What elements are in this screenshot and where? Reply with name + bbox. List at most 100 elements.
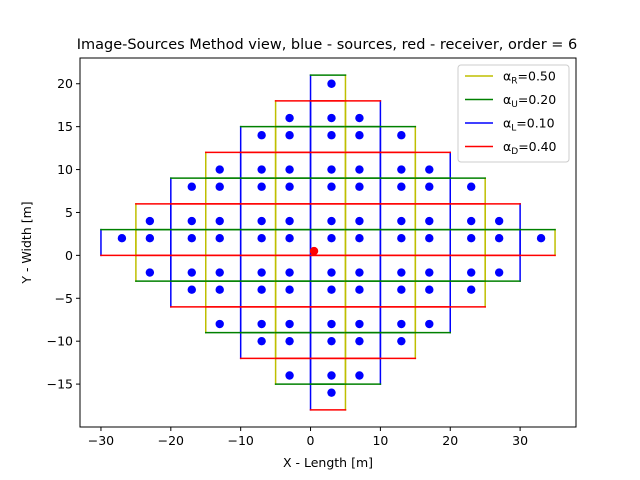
image-source-point <box>467 182 476 191</box>
chart-title: Image-Sources Method view, blue - source… <box>77 37 578 53</box>
x-axis-ticks: −30 −20 −10 0 10 20 30 <box>88 427 528 448</box>
image-source-point <box>215 319 224 329</box>
image-source-point <box>327 113 336 123</box>
y-tick-label: 20 <box>57 76 73 91</box>
x-tick-label: −30 <box>88 433 114 448</box>
image-source-point <box>145 268 155 277</box>
image-source-point <box>425 165 434 174</box>
image-source-point <box>397 268 406 277</box>
image-source-point <box>187 182 196 191</box>
legend-entry-label: αD=0.40 <box>503 139 557 157</box>
y-tick-label: −10 <box>47 334 73 349</box>
image-source-point <box>285 113 294 123</box>
plot-area-frame <box>79 57 577 428</box>
image-source-point <box>397 165 406 174</box>
image-source-point <box>327 268 336 277</box>
image-source-point <box>397 182 406 191</box>
image-source-point <box>187 268 196 277</box>
image-source-point <box>285 268 294 277</box>
image-source-point <box>425 216 434 226</box>
image-source-point <box>215 285 224 294</box>
image-source-point <box>257 336 266 346</box>
image-source-point <box>327 319 336 329</box>
image-source-point <box>397 234 406 243</box>
y-tick-label: 10 <box>57 162 73 177</box>
image-source-point <box>285 285 294 294</box>
image-source-point <box>355 285 364 294</box>
image-source-point <box>257 319 266 329</box>
y-axis-ticks: −15 −10 −5 0 5 10 15 20 <box>47 76 80 392</box>
image-source-point <box>187 216 196 226</box>
x-tick-label: 10 <box>372 433 388 448</box>
image-source-point <box>257 165 266 174</box>
legend-box <box>457 64 570 163</box>
y-tick-label: 15 <box>57 119 73 134</box>
image-source-point <box>355 216 364 226</box>
y-tick-label: −5 <box>55 291 73 306</box>
image-source-point <box>257 182 266 191</box>
image-source-point <box>285 319 294 329</box>
image-source-point <box>257 268 266 277</box>
x-tick-label: 20 <box>442 433 458 448</box>
image-source-point <box>327 131 336 140</box>
image-source-point <box>327 388 336 397</box>
image-source-point <box>145 216 155 226</box>
image-source-point <box>355 165 364 174</box>
sources-layer <box>117 79 546 397</box>
image-source-point <box>257 234 266 243</box>
image-source-point <box>355 268 364 277</box>
image-source-point <box>397 336 406 346</box>
image-source-point <box>397 285 406 294</box>
image-source-point <box>425 182 434 191</box>
legend-entry-label: αU=0.20 <box>503 92 556 110</box>
image-source-point <box>327 336 336 346</box>
image-source-point <box>355 131 364 140</box>
image-source-point <box>397 319 406 329</box>
legend: αR=0.50 αU=0.20 αL=0.10 αD=0.40 <box>457 64 570 163</box>
image-source-point <box>327 285 336 294</box>
image-source-point <box>327 216 336 226</box>
y-tick-label: −15 <box>47 377 73 392</box>
image-source-point <box>327 234 336 243</box>
image-source-point <box>327 371 336 380</box>
image-source-point <box>257 216 266 226</box>
image-source-point <box>215 165 224 174</box>
image-source-point <box>285 165 294 174</box>
image-source-point <box>327 79 336 88</box>
legend-entry-label: αR=0.50 <box>503 69 556 87</box>
image-source-point <box>327 165 336 174</box>
image-source-point <box>355 336 364 346</box>
image-source-point <box>425 268 434 277</box>
image-source-point <box>257 131 266 140</box>
image-source-point <box>187 285 196 294</box>
x-tick-label: 0 <box>307 433 315 448</box>
image-source-point <box>215 234 224 243</box>
image-source-point <box>425 319 434 329</box>
y-tick-label: 0 <box>65 248 73 263</box>
image-source-point <box>425 285 434 294</box>
x-tick-label: −20 <box>158 433 184 448</box>
image-source-point <box>285 182 294 191</box>
image-source-point <box>215 216 224 226</box>
image-source-point <box>397 216 406 226</box>
image-source-point <box>467 268 476 277</box>
image-source-point <box>285 336 294 346</box>
image-source-point <box>215 268 224 277</box>
image-source-point <box>355 113 364 123</box>
image-source-point <box>187 234 196 243</box>
image-source-point <box>355 182 364 191</box>
image-source-point <box>536 234 546 243</box>
receiver-point <box>309 246 319 256</box>
image-source-point <box>285 234 294 243</box>
image-source-point <box>467 216 476 226</box>
x-axis-label: X - Length [m] <box>283 455 373 470</box>
image-source-point <box>467 285 476 294</box>
image-source-point <box>285 216 294 226</box>
image-source-point <box>215 182 224 191</box>
image-source-point <box>494 216 504 226</box>
image-source-point <box>285 131 294 140</box>
image-source-point <box>285 371 294 380</box>
image-source-point <box>467 234 476 243</box>
image-source-point <box>494 268 504 277</box>
